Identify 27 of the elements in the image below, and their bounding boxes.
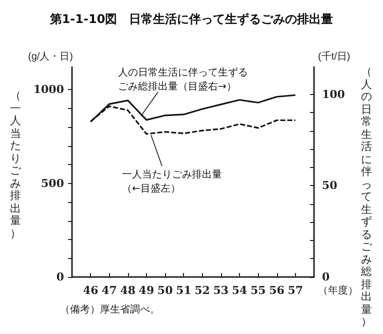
x-tick-label: 52 (194, 284, 210, 297)
x-tick-label: 48 (120, 284, 136, 297)
text: （年度） (318, 284, 358, 296)
series-label: 人の日常生活に伴って生ずるごみ総排出量（目盛右→） (118, 66, 248, 92)
text: (千t/日) (318, 50, 350, 62)
x-tick-label: 54 (232, 284, 248, 297)
x-tick-label: 47 (102, 284, 117, 297)
x-tick-label: 56 (269, 284, 285, 297)
y-tick-label: 0 (56, 270, 64, 284)
x-tick-label: 49 (138, 284, 154, 297)
text: (g/人・日) (28, 52, 73, 62)
x-tick-label: 57 (288, 284, 304, 297)
chart-title: 第1-1-10図 日常生活に伴って生ずるごみの排出量 (48, 12, 334, 26)
y2-tick-label: 100 (322, 88, 346, 101)
x-tick-label: 53 (213, 284, 229, 297)
text: （備考）厚生省調べ。 (60, 304, 160, 316)
text: 一人当たりごみ排出量（←目盛左） (122, 168, 222, 194)
y2-tick-label: 0 (322, 270, 330, 284)
x-tick-label: 55 (250, 284, 266, 297)
x-tick-label: 50 (157, 284, 174, 297)
y-tick-label: 1000 (33, 83, 64, 96)
x-tick-label: 46 (82, 284, 99, 297)
y2-tick-label: 50 (322, 179, 338, 192)
text: （人の日常生活に伴って生ずるごみ総排出量） (361, 65, 372, 328)
x-tick-label: 51 (176, 284, 192, 297)
text: （一人当たりごみ排出量） (10, 89, 21, 240)
y-tick-label: 500 (41, 176, 64, 190)
